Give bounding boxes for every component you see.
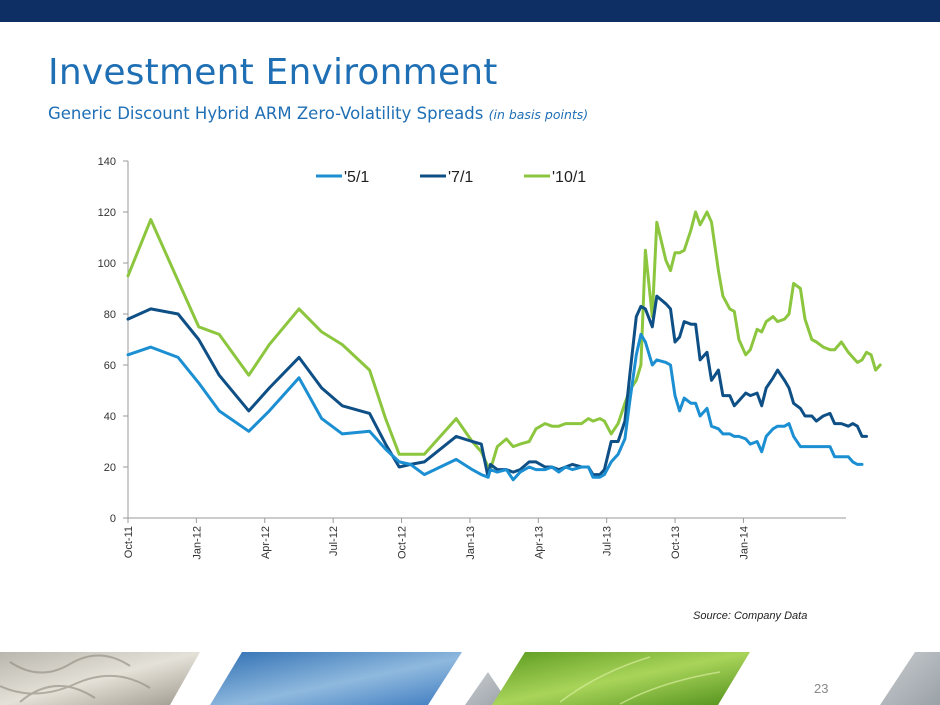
y-tick-label: 120 — [98, 207, 116, 219]
grey-corner-panel — [880, 652, 940, 705]
x-tick-label: Oct-13 — [670, 526, 682, 559]
y-tick-label: 60 — [104, 360, 116, 372]
x-tick-label: Oct-12 — [397, 526, 409, 559]
page-title: Investment Environment — [48, 52, 498, 93]
legend-label: '7/1 — [448, 169, 473, 186]
x-tick-label: Jan-14 — [738, 526, 750, 560]
y-tick-label: 0 — [110, 513, 116, 525]
series-line-5-1 — [126, 332, 864, 482]
legend-label: '5/1 — [344, 169, 369, 186]
y-tick-label: 80 — [104, 309, 116, 321]
source-note: Source: Company Data — [693, 610, 808, 622]
y-tick-label: 20 — [104, 462, 116, 474]
x-tick-label: Oct-11 — [123, 526, 135, 558]
series-line-10-1 — [126, 210, 882, 472]
y-tick-label: 100 — [98, 258, 116, 270]
leaves-photo — [492, 652, 750, 705]
x-tick-label: Jan-13 — [465, 526, 477, 560]
sky-photo — [210, 652, 462, 705]
y-tick-label: 40 — [104, 411, 116, 423]
x-tick-label: Apr-12 — [260, 526, 272, 559]
x-tick-label: Apr-13 — [533, 526, 545, 559]
legend-label: '10/1 — [552, 169, 586, 186]
subtitle-text: Generic Discount Hybrid ARM Zero-Volatil… — [48, 104, 484, 123]
y-tick-label: 140 — [98, 156, 116, 168]
top-banner — [0, 0, 940, 22]
x-tick-label: Jul-12 — [328, 526, 340, 556]
x-tick-label: Jul-13 — [602, 526, 614, 556]
rope-strands — [0, 654, 151, 703]
page-number: 23 — [814, 681, 829, 696]
leaf-veins — [559, 656, 721, 705]
subtitle-units-note: (in basis points) — [488, 107, 589, 122]
page-subtitle: Generic Discount Hybrid ARM Zero-Volatil… — [48, 104, 588, 123]
rope-photo — [0, 652, 200, 705]
x-tick-label: Jan-12 — [191, 526, 203, 560]
series-line-7-1 — [126, 294, 868, 479]
footer-image-strip — [0, 652, 940, 705]
spread-line-chart: 0 20 40 60 80 100 120 140 Oct-11 Jan-12 Apr-12 Jul-… — [98, 156, 882, 560]
